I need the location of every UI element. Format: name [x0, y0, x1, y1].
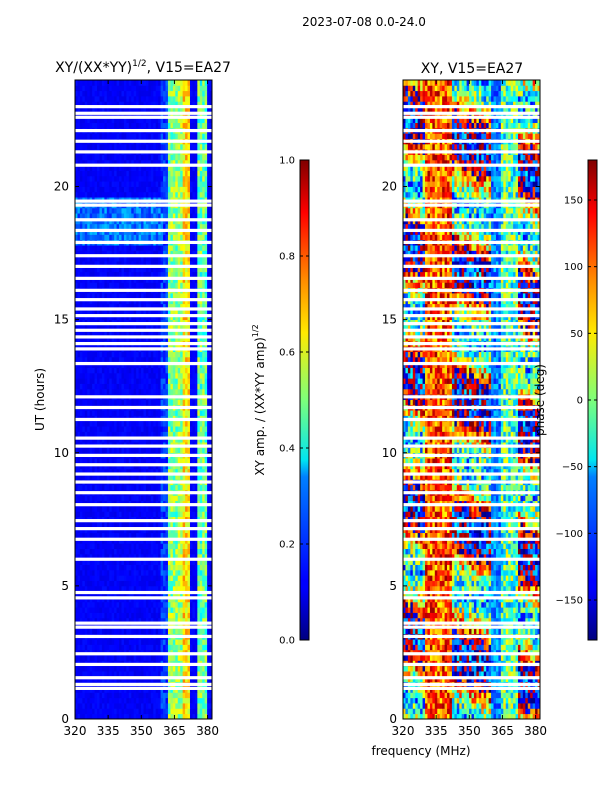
phase-colorbar: −150 −100 −50 0 50 100 150 phase (deg) [533, 159, 598, 641]
colorbar-tick-label: −150 [556, 596, 583, 607]
colorbar-tick-label: 100 [564, 262, 583, 273]
amplitude-colorbar-bar [299, 159, 310, 641]
colorbar-tick-label: −100 [556, 529, 583, 540]
panel-amplitude: XY/(XX*YY)1/2, V15=EA27 320 335 350 365 380 0… [33, 59, 231, 738]
y-tick-label: 0 [61, 712, 69, 726]
phase-ticks: 320 335 350 365 380 0 5 10 15 20 [382, 80, 547, 738]
shared-xlabel: frequency (MHz) [371, 744, 470, 758]
x-tick-label: 365 [491, 724, 514, 738]
x-tick-label: 350 [458, 724, 481, 738]
colorbar-tick-label: 0 [577, 396, 583, 407]
phase-colorbar-ticks: −150 −100 −50 0 50 100 150 [556, 196, 597, 607]
y-tick-label: 15 [54, 313, 69, 327]
colorbar-tick-label: 0.8 [279, 252, 295, 263]
amplitude-ylabel: UT (hours) [33, 368, 47, 431]
x-tick-label: 320 [392, 724, 415, 738]
y-tick-label: 20 [382, 180, 397, 194]
x-tick-label: 335 [97, 724, 120, 738]
x-tick-label: 320 [64, 724, 87, 738]
x-tick-label: 335 [425, 724, 448, 738]
panel-phase: XY, V15=EA27 320 335 350 365 380 0 5 10 15 20 [382, 61, 547, 738]
y-tick-label: 10 [54, 446, 69, 460]
panel-amplitude-title: XY/(XX*YY)1/2, V15=EA27 [55, 59, 231, 76]
phase-colorbar-label: phase (deg) [533, 364, 547, 436]
amplitude-axes-frame [74, 79, 213, 720]
colorbar-tick-label: 150 [564, 196, 583, 207]
colorbar-tick-label: 0.2 [279, 540, 295, 551]
amplitude-ticks: 320 335 350 365 380 0 5 10 15 20 [54, 80, 219, 738]
amplitude-heatmap [75, 80, 213, 720]
x-tick-label: 380 [524, 724, 547, 738]
y-tick-label: 20 [54, 180, 69, 194]
x-tick-label: 365 [163, 724, 186, 738]
panel-phase-title: XY, V15=EA27 [421, 61, 523, 77]
phase-axes-frame [402, 79, 541, 720]
y-tick-label: 10 [382, 446, 397, 460]
amplitude-colorbar-label: XY amp. / (XX*YY amp)1/2 [251, 324, 267, 475]
y-tick-label: 15 [382, 313, 397, 327]
amplitude-colorbar: 0.0 0.2 0.4 0.6 0.8 1.0 XY amp. / (XX*YY amp)… [251, 156, 310, 647]
colorbar-tick-label: 0.4 [279, 444, 295, 455]
colorbar-tick-label: 50 [570, 329, 583, 340]
amplitude-colorbar-ticks: 0.0 0.2 0.4 0.6 0.8 1.0 [279, 156, 309, 647]
colorbar-tick-label: 0.0 [279, 636, 295, 647]
phase-heatmap [403, 80, 541, 720]
figure-suptitle: 2023-07-08 0.0-24.0 [302, 15, 426, 29]
y-tick-label: 5 [61, 579, 69, 593]
y-tick-label: 0 [389, 712, 397, 726]
colorbar-tick-label: −50 [562, 462, 583, 473]
x-tick-label: 380 [196, 724, 219, 738]
colorbar-tick-label: 1.0 [279, 156, 295, 167]
x-tick-label: 350 [130, 724, 153, 738]
colorbar-tick-label: 0.6 [279, 348, 295, 359]
y-tick-label: 5 [389, 579, 397, 593]
